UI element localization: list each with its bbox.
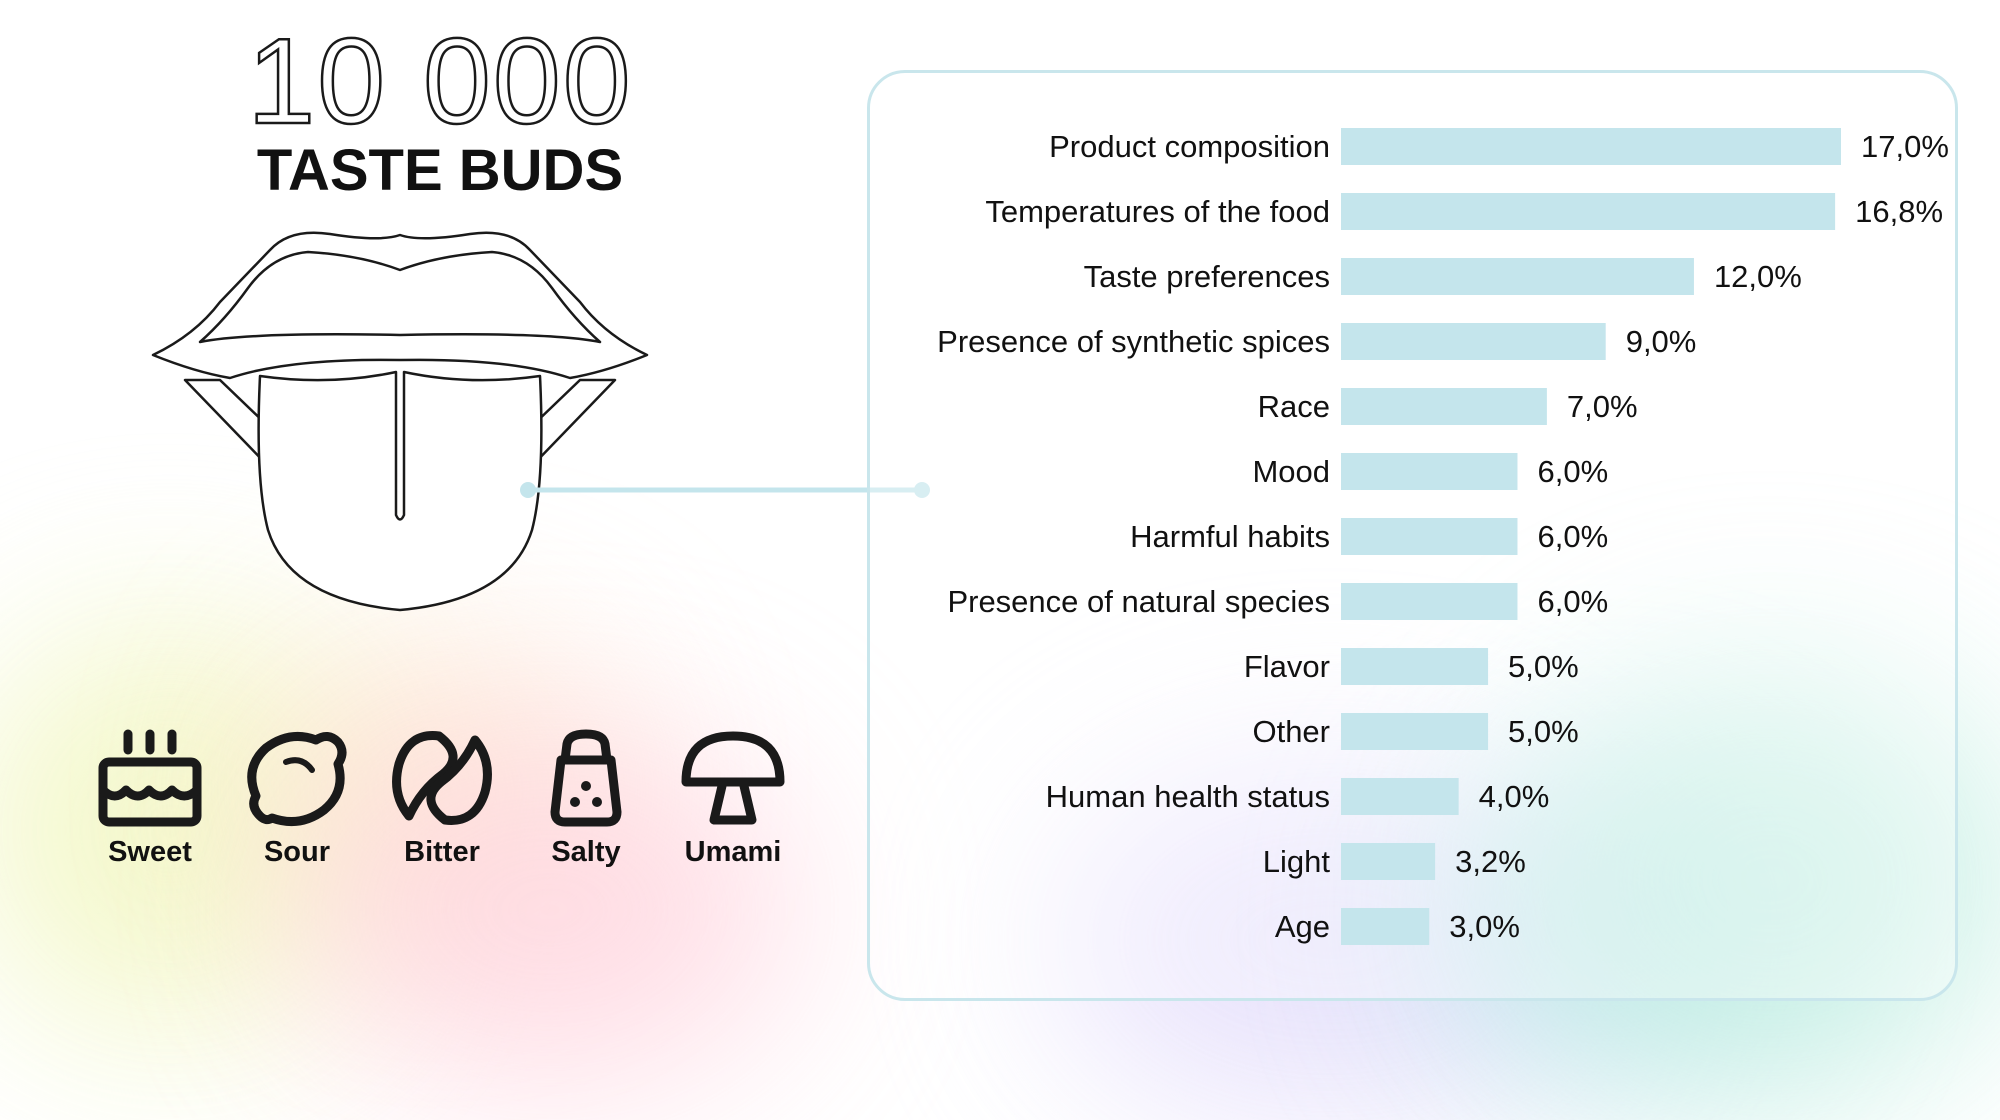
bar-chart: Product composition 17,0% Temperatures of … [937, 128, 1949, 945]
taste-item-sweet: Sweet [85, 728, 215, 869]
bar [1341, 128, 1841, 165]
value-label: 12,0% [1714, 259, 1802, 294]
category-label: Race [1258, 389, 1330, 424]
category-label: Other [1252, 714, 1330, 749]
value-label: 6,0% [1537, 454, 1608, 489]
category-label: Temperatures of the food [985, 194, 1330, 229]
bar [1341, 388, 1547, 425]
lemon-icon [247, 731, 347, 827]
category-label: Age [1275, 909, 1330, 944]
bar [1341, 713, 1489, 750]
bar [1341, 648, 1489, 685]
value-label: 6,0% [1537, 519, 1608, 554]
chart-panel: Product composition 17,0% Temperatures of … [867, 70, 1958, 1001]
bar [1341, 778, 1459, 815]
cake-icon [98, 729, 202, 827]
taste-list: Sweet Sour Bitter Salty [80, 728, 820, 888]
bar [1341, 453, 1518, 490]
value-label: 7,0% [1567, 389, 1638, 424]
category-label: Taste preferences [1084, 259, 1330, 294]
taste-label: Sour [263, 836, 331, 868]
bar [1341, 908, 1430, 945]
taste-item-sour: Sour [232, 728, 362, 869]
category-label: Presence of synthetic spices [937, 324, 1330, 359]
value-label: 5,0% [1508, 649, 1579, 684]
value-label: 3,0% [1449, 909, 1520, 944]
taste-label: Umami [684, 836, 782, 868]
bar [1341, 518, 1518, 555]
category-label: Mood [1252, 454, 1330, 489]
category-label: Flavor [1244, 649, 1330, 684]
category-label: Harmful habits [1130, 519, 1330, 554]
taste-item-umami: Umami [668, 728, 798, 869]
page-title: TASTE BUDS [256, 138, 624, 203]
value-label: 9,0% [1626, 324, 1697, 359]
value-label: 3,2% [1455, 844, 1526, 879]
bar [1341, 583, 1518, 620]
taste-label: Salty [551, 836, 621, 868]
coffee-bean-icon [392, 731, 492, 825]
taste-item-salty: Salty [521, 728, 651, 869]
bar [1341, 843, 1436, 880]
big-number: 10 000 [246, 13, 633, 149]
category-label: Product composition [1049, 129, 1330, 164]
taste-label: Bitter [404, 836, 480, 868]
value-label: 16,8% [1855, 194, 1943, 229]
value-label: 6,0% [1537, 584, 1608, 619]
category-label: Presence of natural species [947, 584, 1330, 619]
category-label: Human health status [1046, 779, 1330, 814]
salt-shaker-icon [550, 729, 622, 827]
connector-line [520, 482, 930, 498]
category-label: Light [1263, 844, 1331, 879]
taste-label: Sweet [108, 836, 192, 868]
bar [1341, 323, 1606, 360]
mushroom-icon [681, 731, 785, 825]
value-label: 5,0% [1508, 714, 1579, 749]
taste-item-bitter: Bitter [377, 728, 507, 869]
bar [1341, 193, 1836, 230]
value-label: 4,0% [1479, 779, 1550, 814]
tongue-illustration [151, 231, 649, 612]
bar [1341, 258, 1694, 295]
value-label: 17,0% [1861, 129, 1949, 164]
